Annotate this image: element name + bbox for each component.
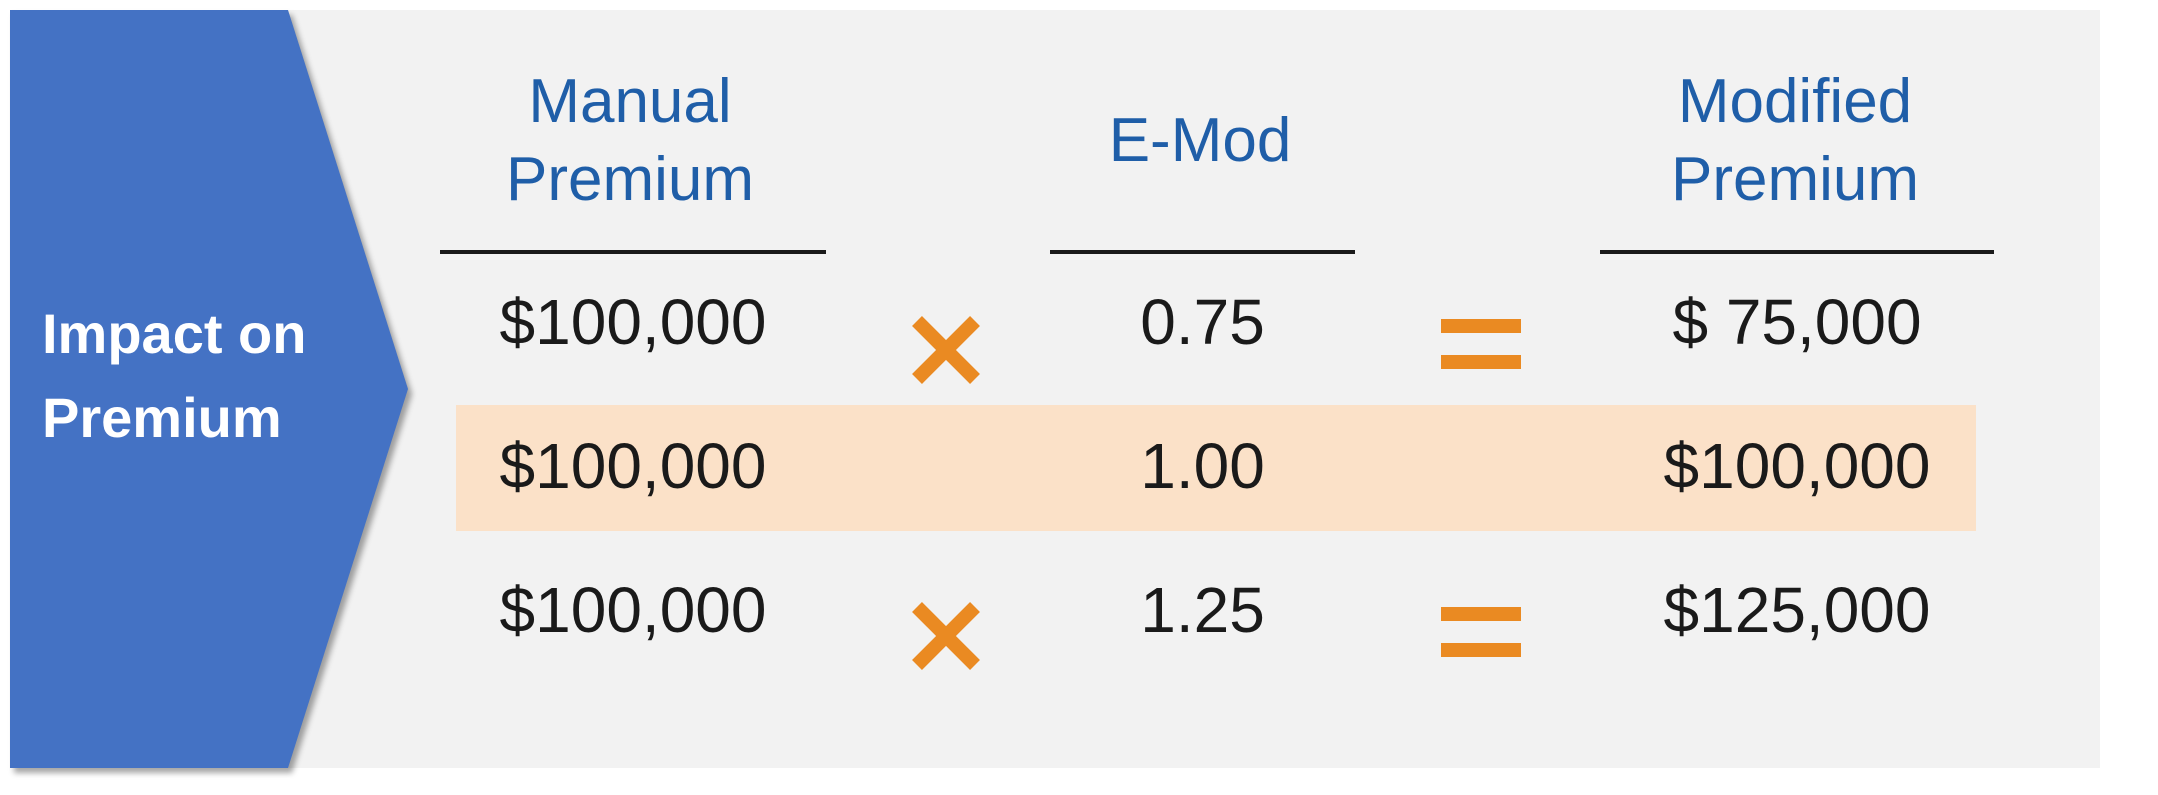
header-modified-premium: Modified Premium — [1600, 63, 1990, 219]
header-rule-modified — [1600, 250, 1994, 254]
row3-manual-premium: $100,000 — [499, 574, 767, 646]
impact-chevron — [10, 10, 410, 768]
row1-modified-premium: $ 75,000 — [1672, 286, 1922, 358]
impact-on-premium-label: Impact on Premium — [42, 292, 372, 460]
header-manual-premium: Manual Premium — [440, 63, 820, 219]
neutral-row-highlight — [456, 405, 1976, 531]
header-manual-premium-line2: Premium — [505, 145, 755, 214]
header-modified-premium-line1: Modified — [1677, 67, 1913, 136]
row3-emod: 1.25 — [1140, 574, 1265, 646]
header-manual-premium-line1: Manual — [528, 67, 732, 136]
row3-modified-premium: $125,000 — [1663, 574, 1931, 646]
equals-icon — [1440, 600, 1522, 664]
header-modified-premium-line2: Premium — [1670, 145, 1920, 214]
chevron-label-line1: Impact on — [42, 302, 307, 365]
row2-emod: 1.00 — [1140, 430, 1265, 502]
multiply-icon — [906, 310, 986, 390]
header-emod-label: E-Mod — [1108, 106, 1292, 175]
header-emod: E-Mod — [1050, 102, 1350, 180]
equals-icon — [1440, 312, 1522, 376]
multiply-icon — [906, 596, 986, 676]
row1-manual-premium: $100,000 — [499, 286, 767, 358]
row2-modified-premium: $100,000 — [1663, 430, 1931, 502]
header-rule-emod — [1050, 250, 1355, 254]
chevron-label-line2: Premium — [42, 386, 282, 449]
row1-emod: 0.75 — [1140, 286, 1265, 358]
row2-manual-premium: $100,000 — [499, 430, 767, 502]
header-rule-manual — [440, 250, 826, 254]
